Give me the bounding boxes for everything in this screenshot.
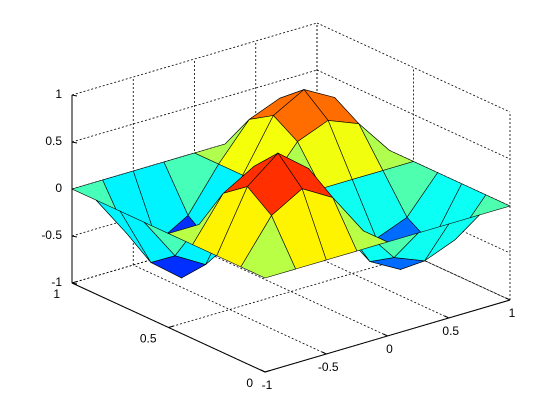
y-tick [264, 370, 271, 373]
grid-line [316, 163, 511, 254]
x-tick-label: 0 [386, 342, 393, 356]
x-tick-label: 1 [509, 306, 516, 320]
y-tick-label: 1 [53, 287, 60, 301]
z-tick-label: 1 [55, 87, 62, 101]
x-tick [383, 333, 388, 337]
z-tick [71, 94, 78, 97]
x-tick [444, 315, 449, 319]
surface-patch [240, 214, 297, 279]
x-tick [322, 351, 327, 355]
grid-line [316, 210, 511, 301]
z-tick-label: 0 [55, 181, 62, 195]
y-tick [71, 281, 78, 284]
grid-line [316, 22, 511, 113]
x-tick-label: -0.5 [318, 360, 339, 374]
z-tick [71, 141, 78, 144]
grid-line [194, 246, 388, 337]
z-tick [71, 235, 78, 238]
y-tick-label: 0 [246, 376, 253, 390]
y-tick [168, 325, 174, 328]
x-tick [505, 297, 511, 301]
grid-line [71, 22, 318, 96]
grid-line [316, 69, 511, 160]
z-tick-label: -1 [51, 275, 62, 289]
x-tick-label: 0.5 [442, 324, 459, 338]
grid-line [71, 69, 318, 143]
grid-line [133, 264, 327, 355]
grid-line [168, 255, 414, 328]
x-tick-label: -1 [262, 378, 273, 392]
y-tick-label: 0.5 [140, 332, 157, 346]
z-tick-label: 0.5 [45, 134, 62, 148]
z-tick-label: -0.5 [41, 228, 62, 242]
x-tick [260, 369, 266, 373]
